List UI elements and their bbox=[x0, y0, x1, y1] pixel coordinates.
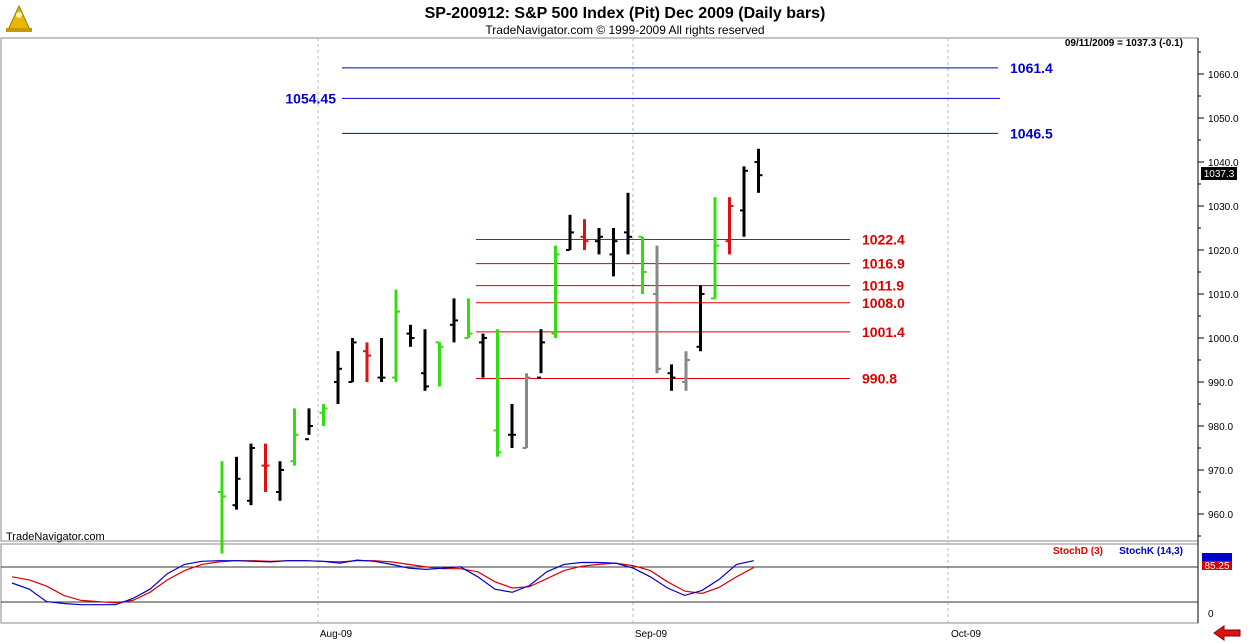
chart-subtitle: TradeNavigator.com © 1999-2009 All right… bbox=[485, 23, 764, 37]
stoch-tick-label: 0 bbox=[1208, 609, 1214, 620]
y-tick-label: 980.0 bbox=[1208, 422, 1233, 433]
ohlc-bar bbox=[421, 329, 429, 391]
ohlc-bar bbox=[725, 197, 734, 255]
last-price-label: 1037.3 bbox=[1204, 169, 1235, 180]
support-label: 1022.4 bbox=[862, 231, 905, 247]
ohlc-bar bbox=[595, 228, 603, 255]
x-axis: Aug-09 Sep-09 Oct-09 bbox=[320, 629, 982, 640]
ohlc-bar bbox=[305, 408, 313, 441]
ohlc-bar bbox=[493, 329, 502, 457]
resistance-label: 1046.5 bbox=[1010, 125, 1053, 141]
ohlc-bar bbox=[638, 235, 647, 294]
resistance-label: 1054.45 bbox=[285, 90, 336, 106]
stochastic-reference-lines bbox=[1, 566, 1198, 603]
resistance-label: 1061.4 bbox=[1010, 60, 1053, 76]
ohlc-bar bbox=[479, 333, 487, 378]
ohlc-bar bbox=[450, 298, 458, 343]
ohlc-bar bbox=[609, 228, 618, 277]
ohlc-bar bbox=[740, 166, 748, 237]
ohlc-bar bbox=[319, 404, 328, 426]
y-tick-label: 1060.0 bbox=[1208, 70, 1239, 81]
y-tick-label: 1030.0 bbox=[1208, 202, 1239, 213]
trade-navigator-logo-icon bbox=[2, 2, 36, 36]
support-label: 1008.0 bbox=[862, 295, 905, 311]
stochastic-series-line bbox=[11, 560, 755, 604]
x-tick-label: Aug-09 bbox=[320, 629, 353, 640]
ohlc-bar bbox=[232, 456, 241, 510]
ohlc-bar bbox=[624, 192, 632, 255]
support-label: 1011.9 bbox=[862, 278, 904, 294]
price-axis: 960.0 970.0 980.0 990.0 1000.0 1010.0 1020.0 10… bbox=[1198, 51, 1239, 537]
ohlc-bar bbox=[348, 338, 357, 383]
ohlc-bar bbox=[392, 289, 400, 382]
ohlc-bar bbox=[276, 461, 284, 501]
stoch-k-legend: StochK (14,3) bbox=[1119, 546, 1183, 557]
y-tick-label: 1040.0 bbox=[1208, 158, 1239, 169]
ohlc-bar bbox=[218, 461, 226, 554]
price-bars bbox=[218, 148, 763, 554]
watermark: TradeNavigator.com bbox=[6, 531, 105, 543]
y-tick-label: 990.0 bbox=[1208, 378, 1233, 389]
ohlc-bar bbox=[377, 338, 386, 382]
ohlc-bar bbox=[667, 364, 676, 391]
ohlc-bar bbox=[363, 342, 371, 382]
ohlc-bar bbox=[334, 351, 342, 404]
ohlc-bar bbox=[566, 214, 574, 251]
level-lines: 1061.41054.451046.51022.41016.91011.9100… bbox=[285, 60, 1053, 387]
stoch-value-label: 85.25 bbox=[1204, 561, 1229, 572]
ohlc-bar bbox=[522, 373, 531, 449]
support-label: 990.8 bbox=[862, 370, 897, 386]
ohlc-bar bbox=[508, 404, 516, 448]
ohlc-bar bbox=[696, 285, 705, 352]
ohlc-bar bbox=[682, 351, 690, 391]
ohlc-bar bbox=[261, 443, 270, 492]
chart-title: SP-200912: S&P 500 Index (Pit) Dec 2009 … bbox=[425, 5, 826, 22]
ohlc-bar bbox=[754, 148, 763, 193]
ohlc-bar bbox=[464, 298, 473, 339]
y-tick-label: 1000.0 bbox=[1208, 334, 1239, 345]
last-price-info: 09/11/2009 = 1037.3 (-0.1) bbox=[1065, 38, 1183, 49]
stoch-value-marker: 85.25 bbox=[1202, 553, 1232, 572]
y-tick-label: 1020.0 bbox=[1208, 246, 1239, 257]
stochastic-series-line bbox=[11, 559, 754, 606]
ohlc-bar bbox=[653, 245, 661, 374]
scroll-left-arrow-icon[interactable] bbox=[1208, 625, 1244, 642]
ohlc-bar bbox=[406, 324, 415, 347]
ohlc-bar bbox=[711, 197, 719, 300]
last-price-marker bbox=[1201, 167, 1237, 180]
y-tick-label: 1010.0 bbox=[1208, 290, 1239, 301]
ohlc-bar bbox=[290, 408, 299, 466]
support-label: 1016.9 bbox=[862, 256, 905, 272]
y-tick-label: 970.0 bbox=[1208, 466, 1233, 477]
stoch-d-legend: StochD (3) bbox=[1053, 546, 1103, 557]
ohlc-bar bbox=[435, 341, 444, 387]
x-tick-label: Sep-09 bbox=[635, 629, 668, 640]
ohlc-bar bbox=[580, 219, 589, 250]
support-label: 1001.4 bbox=[862, 324, 905, 340]
ohlc-bar bbox=[537, 329, 545, 379]
y-tick-label: 960.0 bbox=[1208, 510, 1233, 521]
month-gridlines bbox=[317, 38, 949, 623]
y-tick-label: 1050.0 bbox=[1208, 114, 1239, 125]
ohlc-bar bbox=[551, 245, 560, 338]
stochastic-lines bbox=[11, 559, 755, 606]
ohlc-bar bbox=[247, 443, 255, 506]
x-tick-label: Oct-09 bbox=[951, 629, 981, 640]
